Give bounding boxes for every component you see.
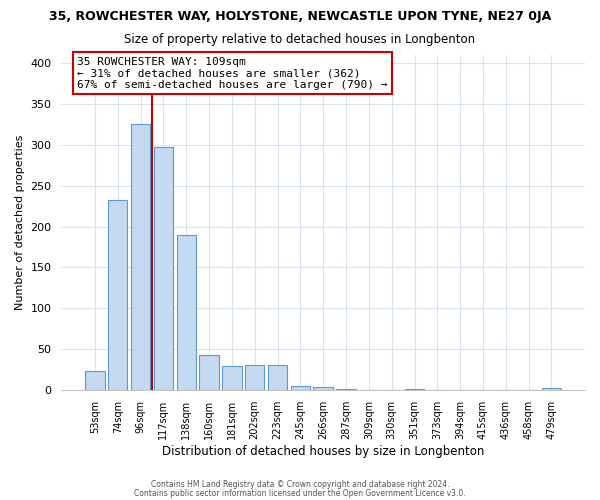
Bar (131, 124, 150, 390)
Bar (199, 354, 219, 390)
Text: Size of property relative to detached houses in Longbenton: Size of property relative to detached ho… (124, 32, 476, 46)
X-axis label: Distribution of detached houses by size in Longbenton: Distribution of detached houses by size … (162, 444, 484, 458)
Text: 35 ROWCHESTER WAY: 109sqm
← 31% of detached houses are smaller (362)
67% of semi: 35 ROWCHESTER WAY: 109sqm ← 31% of detac… (77, 56, 388, 90)
Bar (108, 200, 127, 390)
Bar (268, 366, 287, 390)
Text: Contains public sector information licensed under the Open Government Licence v3: Contains public sector information licen… (134, 489, 466, 498)
Text: 35, ROWCHESTER WAY, HOLYSTONE, NEWCASTLE UPON TYNE, NE27 0JA: 35, ROWCHESTER WAY, HOLYSTONE, NEWCASTLE… (49, 10, 551, 23)
Bar (290, 386, 310, 390)
Text: Contains HM Land Registry data © Crown copyright and database right 2024.: Contains HM Land Registry data © Crown c… (151, 480, 449, 489)
Bar (245, 366, 265, 390)
Bar (542, 388, 561, 390)
Bar (337, 389, 356, 390)
Bar (405, 389, 424, 390)
Bar (222, 366, 242, 390)
Bar (154, 148, 173, 390)
Bar (313, 388, 333, 390)
Bar (176, 234, 196, 390)
Bar (85, 371, 104, 390)
Y-axis label: Number of detached properties: Number of detached properties (15, 134, 25, 310)
